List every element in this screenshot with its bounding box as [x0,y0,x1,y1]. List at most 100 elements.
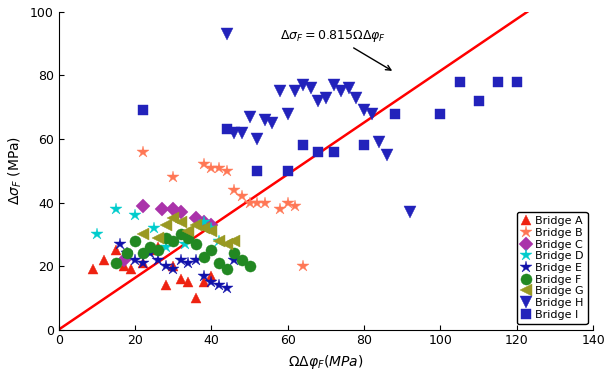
Y-axis label: $\Delta\sigma_F$ (MPa): $\Delta\sigma_F$ (MPa) [7,136,24,205]
Bridge A [127,267,135,271]
Bridge A [192,296,200,300]
Line: Bridge E: Bridge E [113,238,241,294]
Bridge G [170,216,177,221]
Bridge E [162,264,169,268]
Bridge A [139,261,146,265]
Bridge H [299,83,307,87]
Bridge H [261,118,269,122]
Bridge F [246,264,253,268]
Bridge I [139,108,146,113]
Bridge D [162,245,169,249]
Bridge D [93,232,100,237]
Bridge A [120,264,127,268]
Bridge F [154,248,162,253]
Bridge D [151,226,158,230]
Bridge H [269,121,276,125]
Bridge G [139,232,146,237]
Bridge F [132,239,139,243]
Bridge F [112,261,119,265]
Bridge I [437,112,444,116]
Bridge F [215,261,223,265]
Bridge G [223,242,230,246]
Bridge F [177,232,184,237]
Line: Bridge B: Bridge B [136,146,309,273]
Line: Bridge G: Bridge G [137,213,240,249]
Bridge H [353,96,360,100]
Bridge A [112,248,119,253]
Bridge B [231,187,238,192]
Bridge B [223,169,230,173]
Bridge G [192,223,200,227]
Bridge F [238,257,245,262]
Bridge F [192,242,200,246]
Bridge E [139,261,146,265]
Bridge B [207,165,215,170]
Bridge F [139,251,146,256]
Bridge H [315,99,322,103]
Bridge H [368,112,375,116]
Bridge A [147,248,154,253]
Bridge C [139,203,146,208]
Bridge C [120,257,127,262]
Bridge I [360,143,368,148]
Bridge H [253,137,261,141]
Bridge I [391,112,398,116]
Bridge E [192,257,200,262]
Legend: Bridge A, Bridge B, Bridge C, Bridge D, Bridge E, Bridge F, Bridge G, Bridge H, : Bridge A, Bridge B, Bridge C, Bridge D, … [517,212,588,324]
Bridge A [101,257,108,262]
Bridge C [200,219,207,224]
Bridge F [170,239,177,243]
Bridge C [158,207,165,211]
Bridge H [345,86,353,90]
Bridge H [330,83,337,87]
Bridge E [147,251,154,256]
Bridge A [162,283,169,287]
Bridge A [170,264,177,268]
Bridge F [207,248,215,253]
Bridge F [223,267,230,271]
Bridge I [456,80,463,84]
Bridge B [292,203,299,208]
Bridge E [116,242,124,246]
Bridge H [307,86,315,90]
Bridge G [177,219,184,224]
Bridge H [292,89,299,94]
Bridge B [139,149,146,154]
Bridge D [112,207,119,211]
Bridge H [231,130,238,135]
Bridge H [277,89,284,94]
Bridge C [177,210,184,214]
Bridge H [376,140,383,144]
Line: Bridge I: Bridge I [138,77,521,176]
Bridge B [277,207,284,211]
Bridge B [261,200,269,205]
X-axis label: $\Omega\Delta\varphi_F(MPa)$: $\Omega\Delta\varphi_F(MPa)$ [288,353,364,371]
Bridge A [207,273,215,278]
Bridge D [181,242,188,246]
Bridge B [170,175,177,180]
Bridge H [223,32,230,36]
Bridge E [207,280,215,284]
Bridge B [238,194,245,198]
Bridge H [284,112,291,116]
Bridge H [360,108,368,113]
Bridge F [147,245,154,249]
Bridge F [231,251,238,256]
Bridge I [330,149,337,154]
Bridge E [177,257,184,262]
Line: Bridge C: Bridge C [119,201,216,265]
Bridge B [200,162,207,167]
Text: $\Delta\sigma_F = 0.815\Omega\Delta\varphi_F$: $\Delta\sigma_F = 0.815\Omega\Delta\varp… [280,28,391,70]
Bridge I [284,169,291,173]
Bridge F [162,235,169,240]
Bridge G [231,239,238,243]
Bridge G [162,223,169,227]
Line: Bridge A: Bridge A [88,242,216,303]
Bridge F [185,235,192,240]
Bridge B [284,200,291,205]
Bridge A [154,245,162,249]
Bridge A [185,280,192,284]
Bridge E [124,251,131,256]
Bridge I [475,99,482,103]
Line: Bridge F: Bridge F [110,229,255,275]
